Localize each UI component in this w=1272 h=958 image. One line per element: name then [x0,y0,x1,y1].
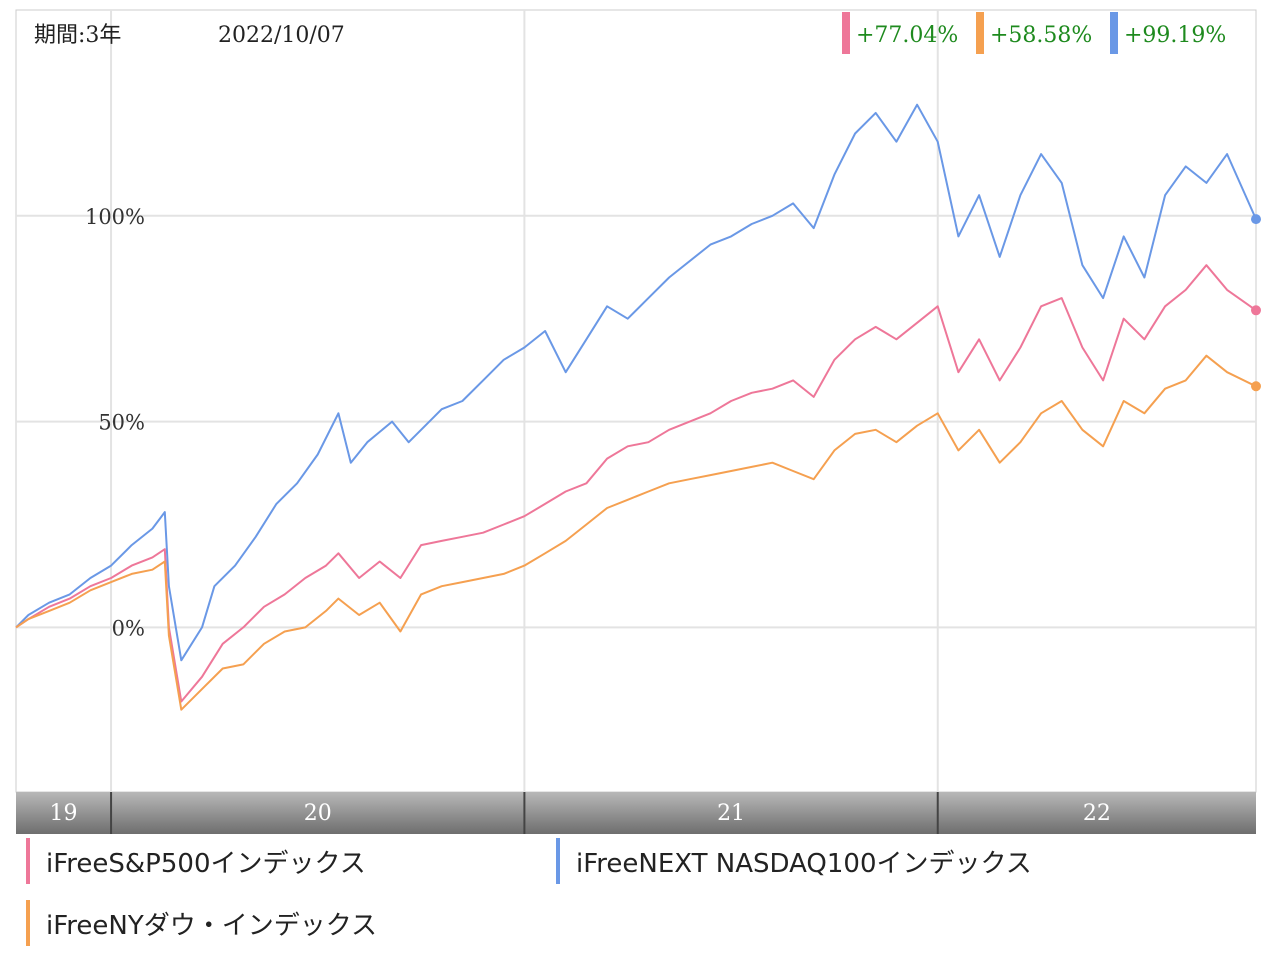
legend-item-nasdaq[interactable]: iFreeNEXT NASDAQ100インデックス [556,838,1032,884]
plot-background [15,9,1257,793]
return-value-sp500: +77.04% [856,23,958,48]
series-end-markers [1251,214,1261,392]
legend-item-dow[interactable]: iFreeNYダウ・インデックス [26,900,377,946]
legend-label-dow: iFreeNYダウ・インデックス [46,910,377,941]
y-axis-ticks: 0% 50% 100% [85,205,145,641]
x-axis-band-background [16,792,1256,834]
legend-item-sp500[interactable]: iFreeS&P500インデックス [26,838,366,884]
x-axis-band: 19 20 21 22 [16,792,1256,834]
return-value-nasdaq: +99.19% [1124,23,1226,48]
x-tick-label: 20 [304,801,332,826]
date-label: 2022/10/07 [218,23,345,48]
return-swatch-nasdaq [1110,12,1118,54]
series-line-1 [15,264,1257,703]
series-end-marker-0 [1251,214,1261,225]
return-value-dow: +58.58% [990,23,1092,48]
line-chart: 0% 50% 100% 19 20 21 22 期間:3年 2022/10/07 +77.… [15,9,1261,834]
y-tick-label: 0% [112,616,145,640]
series-end-marker-1 [1251,305,1261,316]
legend: iFreeS&P500インデックス iFreeNEXT NASDAQ100インデ… [0,836,1272,958]
return-swatch-dow [976,12,984,54]
legend-swatch-dow [26,900,30,946]
chart-header: 期間:3年 2022/10/07 +77.04% +58.58% +99.19% [34,12,1226,54]
series-line-2 [15,354,1257,711]
y-tick-label: 100% [85,205,145,229]
period-label: 期間:3年 [34,23,121,48]
x-tick-label: 22 [1083,801,1111,826]
x-tick-label: 19 [50,801,78,826]
legend-label-nasdaq: iFreeNEXT NASDAQ100インデックス [576,848,1032,879]
y-tick-label: 50% [98,411,145,435]
return-swatch-sp500 [842,12,850,54]
series-end-marker-2 [1251,381,1261,392]
series-layer [15,103,1257,711]
legend-label-sp500: iFreeS&P500インデックス [46,848,366,879]
series-line-0 [15,103,1257,662]
x-tick-label: 21 [717,801,745,826]
legend-swatch-sp500 [26,838,30,884]
legend-swatch-nasdaq [556,838,560,884]
